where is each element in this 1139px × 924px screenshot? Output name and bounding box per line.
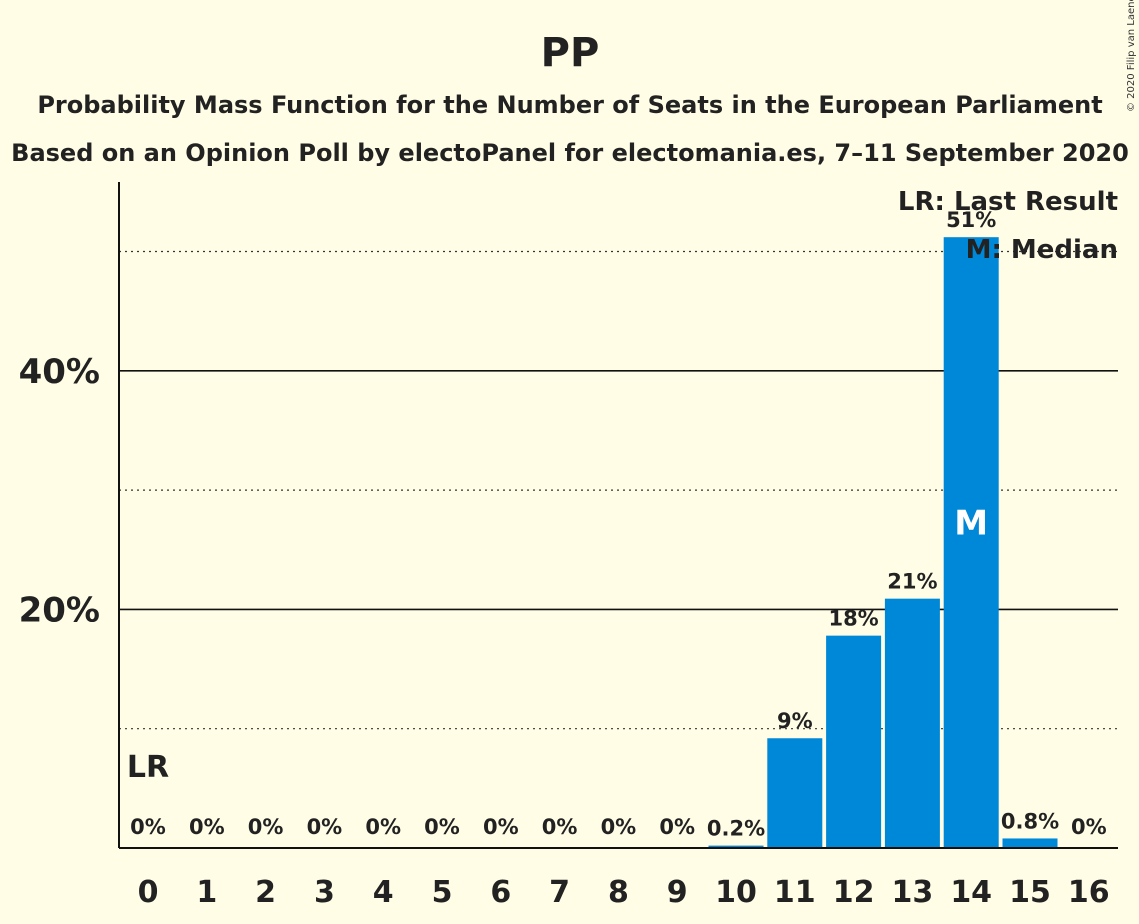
value-label: 0%	[248, 815, 284, 839]
value-label: 0%	[307, 815, 343, 839]
x-tick-label: 14	[950, 875, 992, 910]
last-result-marker: LR	[127, 750, 169, 785]
median-marker: M	[954, 504, 988, 544]
value-label: 21%	[887, 570, 937, 594]
value-label: 9%	[777, 709, 813, 733]
x-tick-label: 2	[255, 875, 276, 910]
value-label: 0%	[424, 815, 460, 839]
bar-10-seats	[708, 845, 764, 848]
x-tick-label: 7	[549, 875, 570, 910]
x-tick-label: 10	[715, 875, 757, 910]
legend-last-result: LR: Last Result	[898, 187, 1118, 217]
value-label: 0%	[542, 815, 578, 839]
value-label: 0%	[130, 815, 166, 839]
x-tick-label: 1	[196, 875, 217, 910]
chart-title: PP	[541, 30, 600, 76]
y-tick-label: 40%	[19, 352, 100, 392]
x-tick-label: 15	[1009, 875, 1051, 910]
x-tick-label: 12	[833, 875, 875, 910]
chart-subtitle: Probability Mass Function for the Number…	[37, 91, 1102, 119]
value-label: 0%	[601, 815, 637, 839]
legend-median: M: Median	[966, 235, 1118, 265]
value-label: 18%	[828, 607, 878, 631]
value-label: 0%	[189, 815, 225, 839]
value-label: 51%	[946, 208, 996, 232]
x-tick-label: 13	[892, 875, 934, 910]
value-label: 0%	[1071, 815, 1107, 839]
x-tick-label: 16	[1068, 875, 1110, 910]
copyright-text: © 2020 Filip van Laenen	[1126, 0, 1137, 112]
bar-11-seats	[767, 738, 823, 848]
bar-12-seats	[826, 635, 882, 848]
bar-15-seats	[1002, 838, 1058, 848]
x-tick-label: 4	[373, 875, 394, 910]
bar-13-seats	[884, 598, 940, 848]
x-tick-label: 9	[667, 875, 688, 910]
x-tick-label: 0	[138, 875, 159, 910]
value-label: 0%	[659, 815, 695, 839]
x-tick-label: 6	[490, 875, 511, 910]
data-labels: 0% 0% 0% 0% 0% 0% 0% 0% 0% 0% 0.2% 9% 18% 21% 51% 0.8% 0…	[127, 208, 1107, 840]
y-tick-label: 20%	[19, 590, 100, 630]
bars	[708, 237, 1058, 848]
value-label: 0%	[483, 815, 519, 839]
x-tick-label: 11	[774, 875, 816, 910]
bar-14-seats	[943, 237, 999, 848]
value-label: 0%	[365, 815, 401, 839]
x-tick-label: 5	[432, 875, 453, 910]
value-label: 0.8%	[1001, 809, 1059, 833]
axis-ticks: 20%40%0 1 2 3 4 5 6 7 8 9 10 11 12 13 14 15 16	[19, 182, 1118, 910]
x-tick-label: 8	[608, 875, 629, 910]
x-tick-label: 3	[314, 875, 335, 910]
value-label: 0.2%	[707, 817, 765, 841]
chart-subtitle-poll: Based on an Opinion Poll by electoPanel …	[11, 139, 1129, 167]
